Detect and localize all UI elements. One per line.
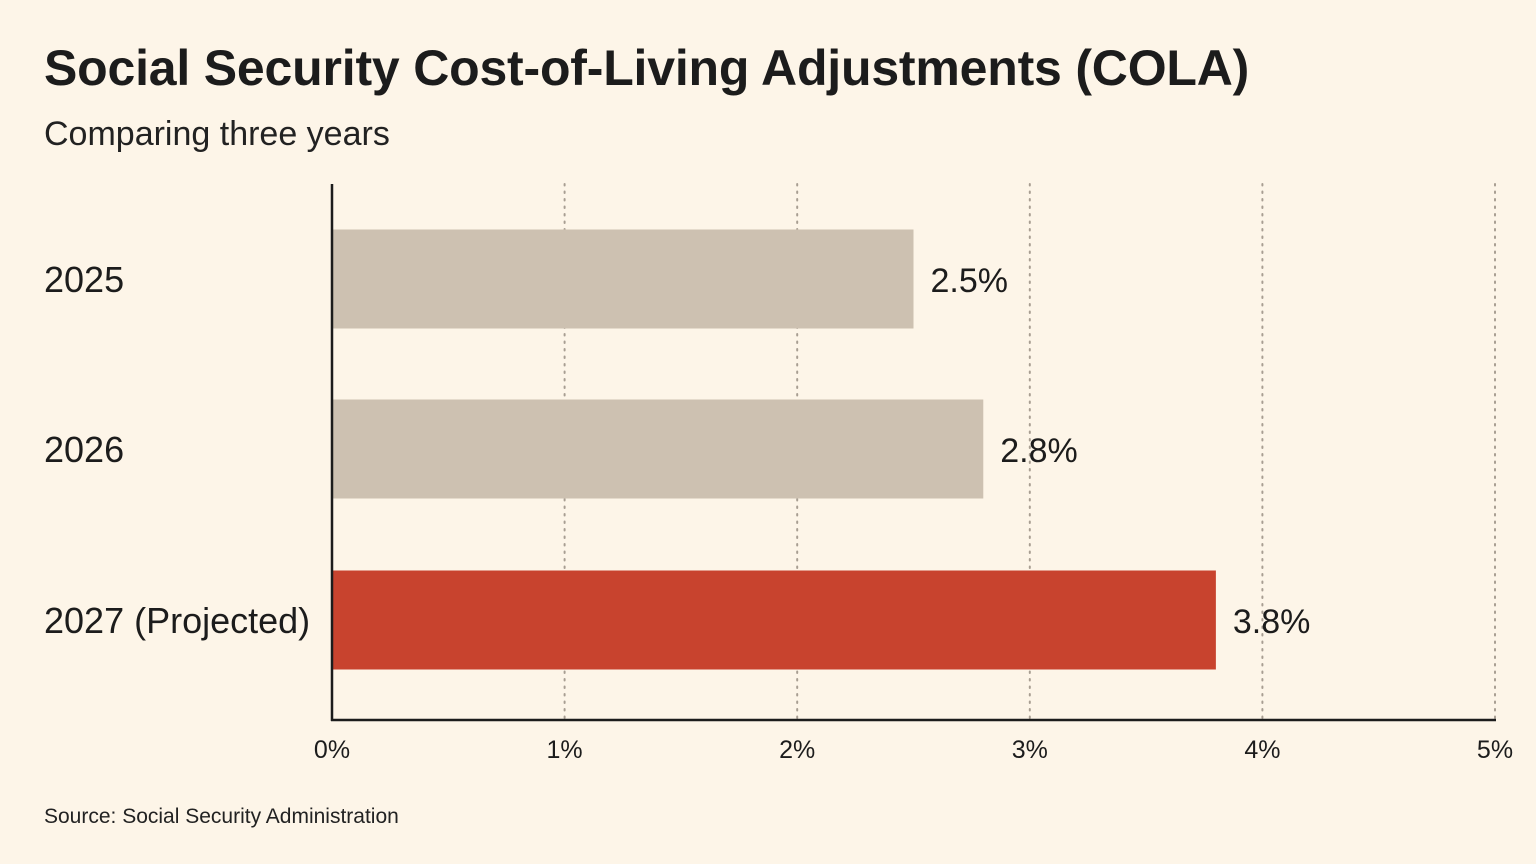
value-label: 3.8%	[1233, 603, 1311, 641]
chart-title: Social Security Cost-of-Living Adjustmen…	[44, 40, 1250, 96]
bar-2026	[332, 399, 984, 499]
value-label: 2.8%	[1000, 432, 1078, 470]
bar-2025	[332, 229, 914, 329]
x-tick-label: 5%	[1477, 736, 1513, 764]
bars	[332, 229, 1216, 670]
labels: 2.5% 2025 2.8% 2026 3.8% 2027 (Projected) 0% 1%…	[44, 259, 1513, 764]
x-tick-label: 4%	[1244, 736, 1280, 764]
axes	[330, 184, 1496, 722]
category-label: 2025	[44, 259, 124, 300]
value-label: 2.5%	[931, 262, 1009, 300]
category-label: 2026	[44, 429, 124, 470]
bar-2027	[332, 570, 1216, 670]
x-tick-label: 0%	[314, 736, 350, 764]
category-label: 2027 (Projected)	[44, 600, 310, 641]
x-tick-label: 1%	[547, 736, 583, 764]
x-tick-label: 2%	[779, 736, 815, 764]
source-note: Source: Social Security Administration	[44, 805, 399, 828]
x-tick-label: 3%	[1012, 736, 1048, 764]
chart-subtitle: Comparing three years	[44, 115, 390, 153]
